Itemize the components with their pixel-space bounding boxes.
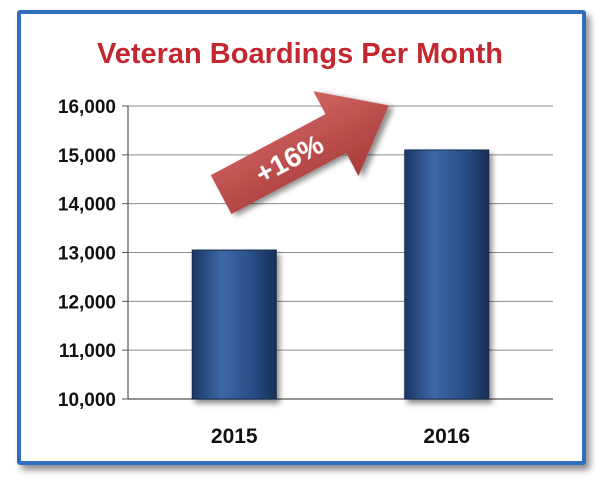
- x-tick-label: 2015: [211, 425, 258, 448]
- y-tick-label: 15,000: [58, 146, 116, 167]
- x-axis-labels: 2015 2016: [211, 425, 470, 448]
- bars: [191, 149, 490, 400]
- x-tick-label: 2016: [423, 425, 470, 448]
- y-tick-label: 14,000: [58, 195, 116, 216]
- y-tick-label: 12,000: [58, 292, 116, 313]
- bar-2016: [404, 149, 490, 400]
- y-tick-label: 13,000: [58, 244, 116, 265]
- bar-2015: [191, 249, 277, 400]
- growth-arrow-icon: [210, 91, 389, 215]
- growth-arrow: +16%: [210, 91, 389, 215]
- y-tick-label: 16,000: [58, 97, 116, 118]
- y-tick-label: 11,000: [59, 341, 116, 362]
- y-tick-label: 10,000: [58, 390, 116, 411]
- chart-title: Veteran Boardings Per Month: [96, 38, 504, 70]
- y-axis-ticks: 10,000 11,000 12,000 13,000 14,000 15,000 16,0…: [58, 97, 128, 411]
- chart-frame: [17, 10, 586, 465]
